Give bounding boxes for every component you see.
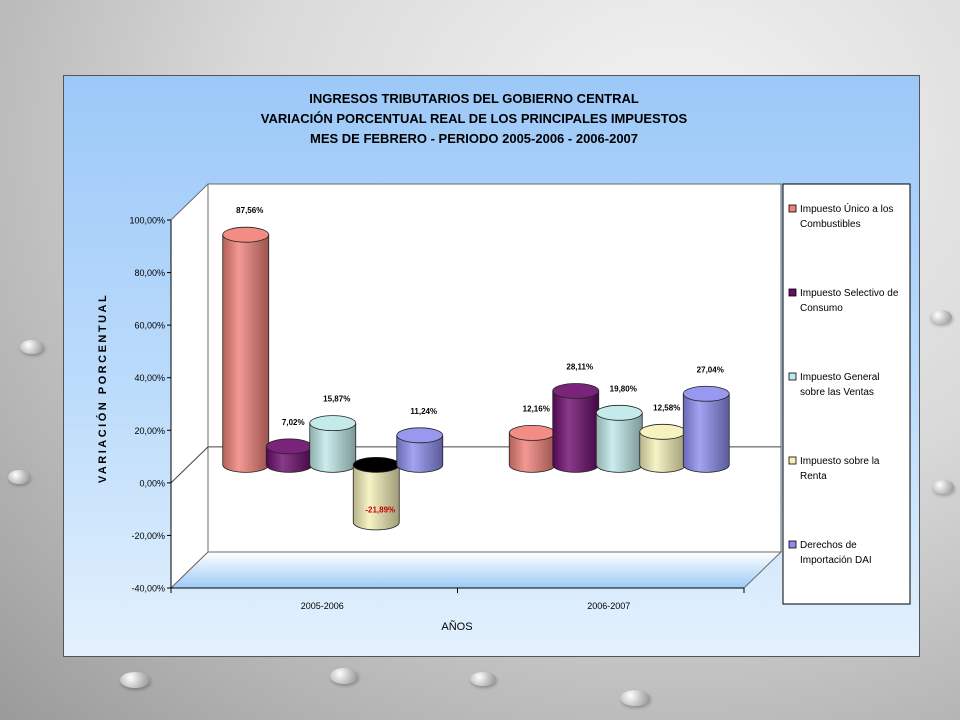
side-wall [170,182,209,590]
legend-label: Derechos de [800,540,857,551]
legend-label: Importación DAI [800,555,872,566]
chart: INGRESOS TRIBUTARIOS DEL GOBIERNO CENTRA… [64,76,919,656]
data-label: 87,56% [236,206,263,215]
x-axis-label: AÑOS [441,620,472,633]
bar-top [309,415,357,432]
zero-line-side [170,446,209,484]
bar [639,423,687,473]
data-label: -21,89% [365,505,395,514]
legend-swatch [788,288,797,297]
y-tick-label: -40,00% [131,584,165,594]
bar-body [682,393,730,473]
decorative-sphere [470,672,496,686]
bar [309,415,357,473]
bar-top [396,427,444,444]
bar-top [552,383,600,399]
y-tick-label: 100,00% [129,216,165,226]
decorative-sphere [932,480,954,494]
legend: Impuesto Único a los Combustibles Impuesto… [782,183,911,605]
y-tick-label: 60,00% [134,321,165,331]
legend-swatch [788,540,797,549]
bar-body [595,412,643,473]
chart-title-line-2: VARIACIÓN PORCENTUAL REAL DE LOS PRINCIP… [261,111,688,126]
y-axis-label: VARIACIÓN PORCENTUAL [96,293,109,483]
chart-frame: INGRESOS TRIBUTARIOS DEL GOBIERNO CENTRA… [63,75,920,657]
bar-body [396,434,444,473]
x-axis: 2005-2006 2006-2007 [170,587,745,611]
data-label: 12,16% [523,404,550,413]
y-tick-label: 0,00% [139,478,165,488]
bar [508,424,556,473]
chart-title: INGRESOS TRIBUTARIOS DEL GOBIERNO CENTRA… [261,91,688,146]
bar [352,456,400,531]
x-tick-label: 2006-2007 [587,601,630,611]
data-label: 19,80% [610,384,637,393]
data-label: 7,02% [282,418,305,427]
bar-top [639,423,687,440]
bar-top [508,424,556,441]
y-tick-label: -20,00% [131,531,165,541]
bar-top [265,438,313,455]
data-labels: 87,56% 7,02% 15,87% -21,89% 11,24% 12,16% 28,1… [236,206,724,514]
legend-swatch [788,456,797,465]
legend-label: Impuesto General [800,372,880,383]
legend-label: Impuesto sobre la [800,456,880,467]
decorative-sphere [120,672,150,688]
chart-title-line-1: INGRESOS TRIBUTARIOS DEL GOBIERNO CENTRA… [309,91,639,106]
legend-label: Renta [800,471,827,482]
legend-label: Impuesto Selectivo de [800,288,899,299]
data-label: 15,87% [323,395,350,404]
decorative-sphere [8,470,30,484]
bar [222,226,270,473]
bar-top [682,385,730,402]
bar-body [222,234,270,473]
decorative-sphere [330,668,358,684]
data-label: 28,11% [566,362,593,371]
bar [552,383,600,473]
back-wall [207,183,782,553]
bar-top [595,404,643,421]
bar-top [222,226,270,243]
bar-body [552,390,600,473]
legend-label: Combustibles [800,219,861,230]
bar [396,427,444,473]
x-tick-label: 2005-2006 [301,601,344,611]
bars [222,226,730,531]
floor [169,551,783,589]
decorative-sphere [930,310,952,324]
data-label: 11,24% [410,407,437,416]
legend-label: Impuesto Único a los [800,202,893,215]
y-tick-label: 80,00% [134,268,165,278]
legend-label: Consumo [800,303,843,314]
legend-box [782,183,911,605]
bar-body [352,464,400,531]
chart-title-line-3: MES DE FEBRERO - PERIODO 2005-2006 - 200… [310,131,638,146]
legend-swatch [788,372,797,381]
data-label: 12,58% [653,403,680,412]
y-tick-label: 40,00% [134,373,165,383]
bar [682,385,730,473]
decorative-sphere [20,340,44,354]
y-tick-label: 20,00% [134,426,165,436]
bar [265,438,313,473]
decorative-sphere [620,690,650,706]
data-label: 27,04% [697,365,724,374]
legend-swatch [788,204,797,213]
bar-top [352,456,400,473]
bar [595,404,643,473]
y-axis: 100,00% 80,00% 60,00% 40,00% 20,00% 0,00% -20,… [129,216,172,594]
legend-label: sobre las Ventas [800,387,874,398]
